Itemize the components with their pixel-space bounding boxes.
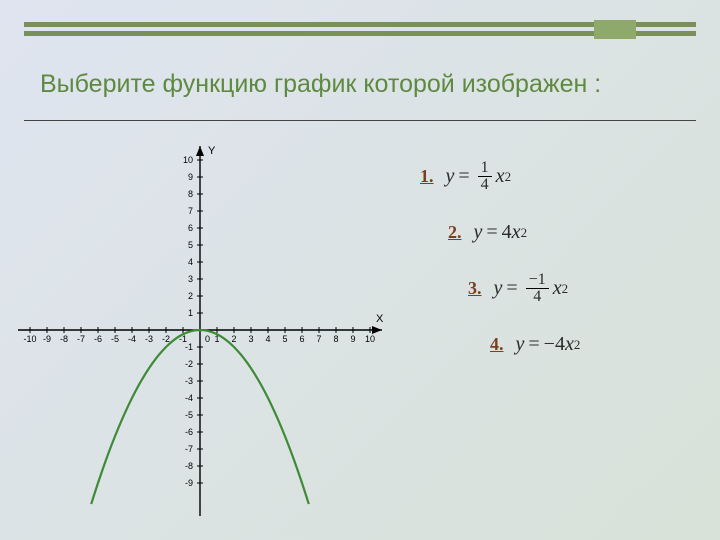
svg-text:-7: -7 <box>185 444 193 454</box>
option-number: 2. <box>448 222 462 243</box>
svg-text:6: 6 <box>299 334 304 344</box>
svg-text:6: 6 <box>188 223 193 233</box>
svg-text:10: 10 <box>183 155 193 165</box>
svg-text:-6: -6 <box>94 334 102 344</box>
svg-text:5: 5 <box>282 334 287 344</box>
svg-text:-2: -2 <box>185 359 193 369</box>
option-equation: y=−14x2 <box>494 272 569 305</box>
svg-text:-8: -8 <box>185 461 193 471</box>
svg-text:3: 3 <box>188 274 193 284</box>
header-bar <box>24 20 696 42</box>
svg-text:-9: -9 <box>185 478 193 488</box>
answer-options: 1. y=14x2 2. y=4x2 3. y=−14x2 4. y=−4x2 <box>420 160 700 384</box>
svg-text:7: 7 <box>316 334 321 344</box>
title-underline <box>24 120 696 121</box>
option-equation: y=14x2 <box>446 160 512 193</box>
option-equation: y=−4x2 <box>516 333 581 356</box>
answer-option[interactable]: 1. y=14x2 <box>420 160 700 193</box>
svg-text:2: 2 <box>188 291 193 301</box>
svg-text:X: X <box>376 313 384 325</box>
svg-text:-5: -5 <box>111 334 119 344</box>
svg-text:9: 9 <box>188 172 193 182</box>
svg-text:-2: -2 <box>162 334 170 344</box>
svg-text:10: 10 <box>365 334 375 344</box>
svg-text:4: 4 <box>188 257 193 267</box>
header-accent-block <box>594 20 636 39</box>
svg-text:1: 1 <box>188 308 193 318</box>
svg-text:-1: -1 <box>185 342 193 352</box>
svg-text:4: 4 <box>265 334 270 344</box>
svg-text:-5: -5 <box>185 410 193 420</box>
svg-text:-10: -10 <box>23 334 36 344</box>
answer-option[interactable]: 3. y=−14x2 <box>420 272 700 305</box>
page-title: Выберите функцию график которой изображе… <box>40 70 680 99</box>
svg-text:-4: -4 <box>128 334 136 344</box>
svg-text:3: 3 <box>248 334 253 344</box>
svg-text:8: 8 <box>333 334 338 344</box>
svg-text:0: 0 <box>205 334 210 344</box>
answer-option[interactable]: 4. y=−4x2 <box>420 333 700 356</box>
svg-text:Y: Y <box>208 145 216 157</box>
function-graph: -10 -9 -8 -7 -6 -5 -4 -3 -2 -1 1 2 3 4 5 6 7 8 9 10 -9 -8 -7 -6… <box>10 140 390 520</box>
option-number: 1. <box>420 166 434 187</box>
option-number: 3. <box>468 278 482 299</box>
svg-text:8: 8 <box>188 189 193 199</box>
svg-text:-7: -7 <box>77 334 85 344</box>
svg-text:5: 5 <box>188 240 193 250</box>
svg-text:7: 7 <box>188 206 193 216</box>
svg-text:-3: -3 <box>145 334 153 344</box>
option-equation: y=4x2 <box>474 221 528 244</box>
svg-text:-6: -6 <box>185 427 193 437</box>
answer-option[interactable]: 2. y=4x2 <box>420 221 700 244</box>
svg-text:-8: -8 <box>60 334 68 344</box>
svg-text:2: 2 <box>231 334 236 344</box>
option-number: 4. <box>490 334 504 355</box>
svg-text:-3: -3 <box>185 376 193 386</box>
svg-text:-4: -4 <box>185 393 193 403</box>
svg-text:-9: -9 <box>43 334 51 344</box>
svg-text:9: 9 <box>350 334 355 344</box>
